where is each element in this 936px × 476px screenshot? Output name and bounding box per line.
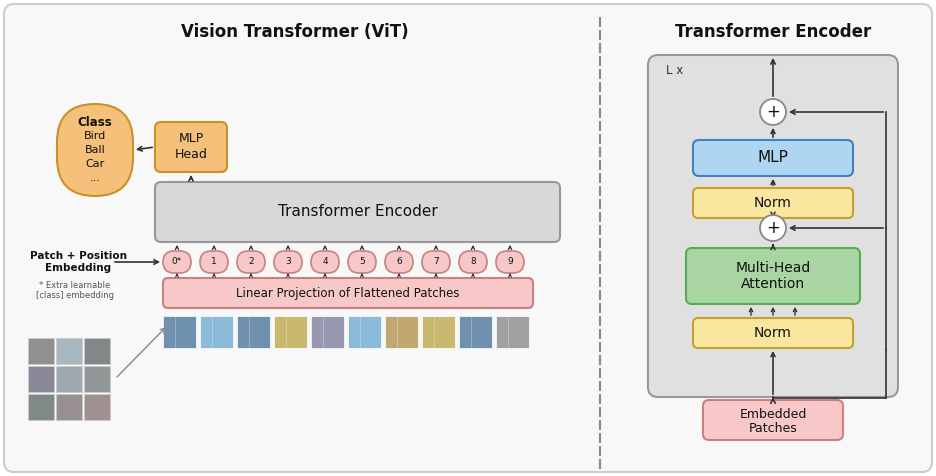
Bar: [84, 366, 110, 392]
Text: 0*: 0*: [172, 258, 183, 267]
Bar: [84, 394, 110, 420]
Text: 2: 2: [248, 258, 254, 267]
Bar: [28, 394, 54, 420]
Text: [class] embedding: [class] embedding: [36, 290, 114, 299]
Text: Class: Class: [78, 116, 112, 129]
Text: 8: 8: [470, 258, 475, 267]
Text: 4: 4: [322, 258, 328, 267]
FancyBboxPatch shape: [693, 140, 853, 176]
Bar: [311, 316, 344, 348]
FancyBboxPatch shape: [693, 318, 853, 348]
Text: * Extra learnable: * Extra learnable: [39, 280, 110, 289]
FancyBboxPatch shape: [163, 251, 191, 273]
FancyBboxPatch shape: [163, 278, 533, 308]
FancyBboxPatch shape: [155, 122, 227, 172]
Text: Head: Head: [174, 148, 208, 160]
FancyBboxPatch shape: [703, 400, 843, 440]
Text: Patch + Position: Patch + Position: [30, 251, 126, 261]
Text: Embedding: Embedding: [45, 263, 111, 273]
Bar: [459, 316, 492, 348]
Bar: [84, 338, 110, 364]
Text: +: +: [766, 219, 780, 237]
Text: Norm: Norm: [754, 196, 792, 210]
FancyBboxPatch shape: [348, 251, 376, 273]
Text: 6: 6: [396, 258, 402, 267]
Text: Car: Car: [85, 159, 105, 169]
Circle shape: [760, 99, 786, 125]
Text: 3: 3: [285, 258, 291, 267]
Text: ...: ...: [90, 173, 100, 183]
Text: Transformer Encoder: Transformer Encoder: [675, 23, 871, 41]
Text: MLP: MLP: [757, 150, 788, 166]
Bar: [56, 338, 82, 364]
Text: Bird: Bird: [84, 131, 106, 141]
FancyBboxPatch shape: [686, 248, 860, 304]
FancyBboxPatch shape: [4, 4, 932, 472]
Text: Embedded: Embedded: [739, 407, 807, 420]
Text: Linear Projection of Flattened Patches: Linear Projection of Flattened Patches: [236, 287, 460, 299]
Bar: [385, 316, 418, 348]
FancyBboxPatch shape: [237, 251, 265, 273]
FancyBboxPatch shape: [385, 251, 413, 273]
FancyBboxPatch shape: [200, 251, 228, 273]
Circle shape: [760, 215, 786, 241]
FancyBboxPatch shape: [496, 251, 524, 273]
Bar: [274, 316, 307, 348]
Text: Transformer Encoder: Transformer Encoder: [278, 205, 437, 219]
FancyBboxPatch shape: [311, 251, 339, 273]
Text: Patches: Patches: [749, 422, 797, 435]
Text: 9: 9: [507, 258, 513, 267]
Text: 1: 1: [212, 258, 217, 267]
Bar: [163, 316, 196, 348]
FancyBboxPatch shape: [274, 251, 302, 273]
FancyBboxPatch shape: [693, 188, 853, 218]
Bar: [56, 394, 82, 420]
Text: Multi-Head: Multi-Head: [736, 261, 811, 275]
Text: Norm: Norm: [754, 326, 792, 340]
Text: 5: 5: [359, 258, 365, 267]
FancyBboxPatch shape: [57, 104, 133, 196]
Bar: [200, 316, 233, 348]
Text: Ball: Ball: [84, 145, 106, 155]
Bar: [28, 338, 54, 364]
Text: Attention: Attention: [741, 277, 805, 291]
FancyBboxPatch shape: [459, 251, 487, 273]
Bar: [348, 316, 381, 348]
Text: Vision Transformer (ViT): Vision Transformer (ViT): [182, 23, 409, 41]
Bar: [422, 316, 455, 348]
FancyBboxPatch shape: [648, 55, 898, 397]
Text: L x: L x: [666, 65, 683, 78]
Text: MLP: MLP: [179, 131, 204, 145]
FancyBboxPatch shape: [155, 182, 560, 242]
Text: +: +: [766, 103, 780, 121]
Bar: [496, 316, 529, 348]
FancyBboxPatch shape: [422, 251, 450, 273]
Bar: [56, 366, 82, 392]
Bar: [28, 366, 54, 392]
Text: 7: 7: [433, 258, 439, 267]
Bar: [237, 316, 270, 348]
